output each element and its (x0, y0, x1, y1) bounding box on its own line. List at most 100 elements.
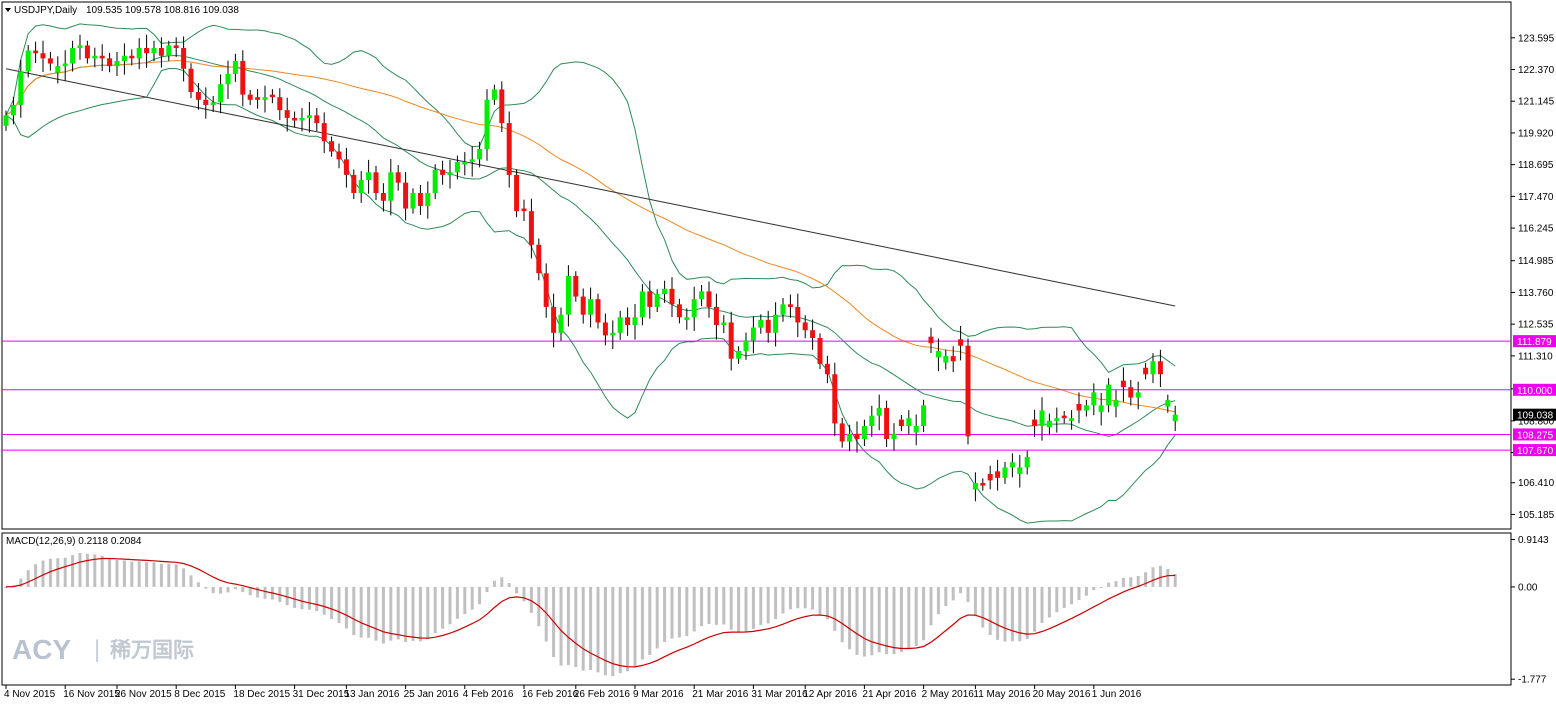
candle-body (1017, 467, 1023, 474)
macd-bar (1070, 586, 1074, 605)
candle-body (329, 141, 335, 152)
candle-body (336, 151, 342, 160)
candle-body (854, 433, 860, 439)
macd-bar (966, 586, 970, 603)
macd-bar (655, 586, 659, 649)
candle-body (943, 356, 949, 363)
y-tick-label: 111.310 (1518, 351, 1553, 362)
candle-body (558, 314, 564, 333)
candle-body (351, 174, 357, 194)
candle-body (773, 314, 779, 333)
macd-bar (500, 577, 504, 587)
candle-body (647, 291, 653, 307)
candle-body (40, 53, 46, 59)
y-tick-label: 121.145 (1518, 97, 1555, 108)
macd-bar (515, 586, 519, 594)
macd-bar (196, 582, 200, 587)
candle-body (1172, 414, 1178, 422)
macd-bar (951, 586, 955, 601)
macd-bar (26, 570, 30, 587)
macd-bar (115, 559, 119, 587)
macd-bar (411, 586, 415, 641)
macd-bar (433, 586, 437, 634)
macd-bar (1018, 586, 1022, 642)
macd-bar (559, 586, 563, 666)
macd-bar (145, 562, 149, 587)
macd-bar (374, 586, 378, 641)
macd-bar (862, 586, 866, 657)
macd-bar (448, 586, 452, 625)
macd-bar (981, 586, 985, 628)
macd-bar (1114, 581, 1118, 587)
candle-body (1091, 392, 1097, 406)
candle-body (284, 110, 290, 118)
macd-bar (603, 586, 607, 676)
x-tick-label: 4 Nov 2015 (4, 689, 56, 700)
candle-body (1054, 418, 1060, 421)
macd-bar (315, 586, 319, 612)
candle-body (684, 317, 690, 320)
macd-bar (1092, 586, 1096, 591)
macd-bar (263, 586, 267, 599)
macd-bar (788, 586, 792, 610)
candle-body (699, 291, 705, 300)
macd-bar (729, 586, 733, 630)
macd-bar (907, 586, 911, 649)
candle-body (758, 319, 764, 328)
candle-body (972, 482, 978, 490)
macd-bar (441, 586, 445, 629)
macd-bar (85, 553, 89, 587)
candle-body (491, 89, 497, 100)
candle-body (721, 322, 727, 326)
macd-bar (596, 586, 600, 673)
x-tick-label: 13 Jan 2016 (344, 689, 399, 700)
macd-bar (870, 586, 874, 656)
macd-bar (1055, 586, 1059, 613)
y-tick-label: 114.985 (1518, 256, 1554, 267)
macd-bar (1003, 586, 1007, 642)
macd-bar (367, 586, 371, 638)
dropdown-triangle-icon[interactable] (5, 8, 11, 12)
macd-bar (825, 586, 829, 620)
macd-bar (581, 586, 585, 671)
candle-body (588, 299, 594, 315)
macd-bar (774, 586, 778, 620)
candle-body (1076, 404, 1082, 411)
candle-body (469, 159, 475, 162)
candle-body (232, 60, 238, 74)
candle-body (639, 291, 645, 318)
horizontal-levels[interactable] (2, 340, 1511, 451)
candle-body (210, 102, 216, 105)
y-tick-label: 106.410 (1518, 478, 1555, 489)
candle-body (262, 97, 268, 100)
candle-body (62, 63, 68, 67)
main-price-panel (1, 1, 1512, 530)
candle-body (454, 161, 460, 173)
macd-bar (618, 586, 622, 674)
macd-bar (159, 563, 163, 587)
candle-body (1009, 462, 1015, 468)
macd-bar (914, 586, 918, 647)
candle-body (292, 117, 298, 121)
macd-bar (1099, 586, 1103, 588)
macd-bar (56, 558, 60, 587)
macd-bar (766, 586, 770, 624)
price-level-label: 111.879 (1517, 337, 1552, 348)
y-tick-label: 119.920 (1518, 128, 1554, 139)
candle-body (25, 50, 31, 72)
candle-body (1135, 392, 1141, 398)
candle-body (144, 48, 150, 54)
candle-body (617, 317, 623, 333)
candle-body (1032, 419, 1038, 427)
macd-bar (34, 564, 38, 587)
candle-body (306, 115, 312, 118)
candle-body (1157, 361, 1163, 375)
macd-bar (944, 586, 948, 607)
macd-bar (892, 586, 896, 655)
macd-bar (1025, 586, 1029, 640)
candle-body (403, 182, 409, 209)
candle-body (410, 193, 416, 209)
y-tick-label: 112.535 (1518, 320, 1554, 331)
macd-bar (922, 586, 926, 641)
macd-bar (670, 586, 674, 639)
